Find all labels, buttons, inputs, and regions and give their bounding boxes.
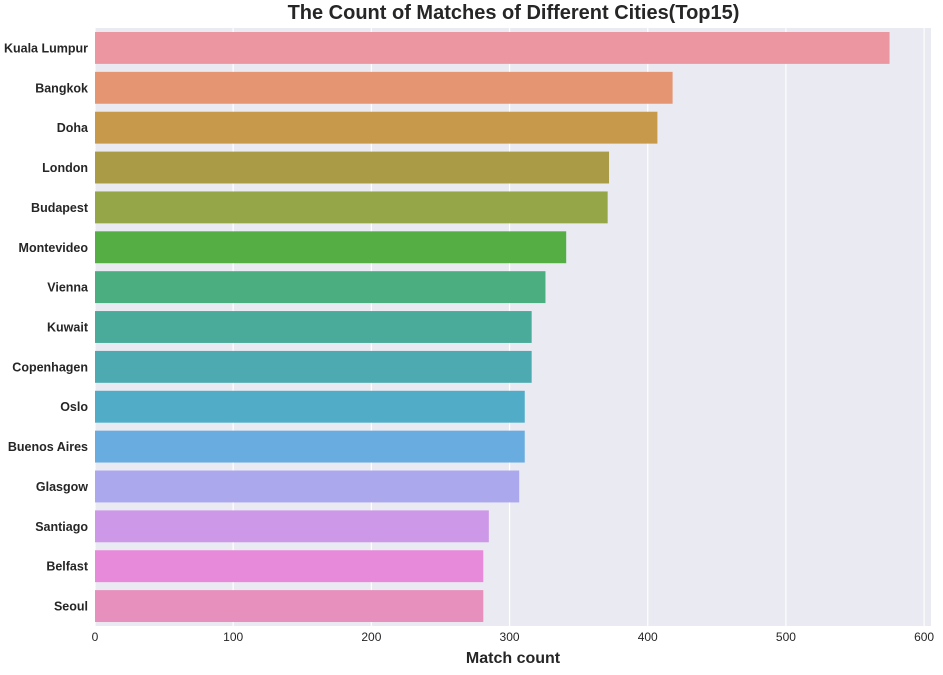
y-tick-label: Doha [57,121,89,135]
bar [95,231,567,264]
x-axis-label: Match count [465,650,561,667]
x-tick-label: 400 [638,630,658,644]
bar [95,71,673,104]
y-tick-label: London [42,161,88,175]
y-tick-label: Budapest [31,201,89,215]
y-tick-label: Seoul [54,600,88,614]
y-tick-label: Belfast [46,560,89,574]
bar [95,470,520,503]
chart-title: The Count of Matches of Different Cities… [287,2,740,24]
bar [95,550,484,583]
bar [95,430,525,463]
y-tick-label: Kuala Lumpur [4,41,88,55]
bar [95,390,525,423]
bar [95,590,484,623]
x-tick-label: 0 [92,630,99,644]
y-tick-label: Santiago [35,520,88,534]
x-tick-label: 300 [500,630,520,644]
x-tick-label: 200 [361,630,381,644]
bar [95,191,608,224]
bars [95,31,890,623]
bar [95,510,489,543]
y-tick-label: Copenhagen [12,360,88,374]
bar [95,350,532,383]
x-tick-label: 100 [223,630,243,644]
y-tick-label: Buenos Aires [8,440,88,454]
bar [95,271,546,304]
y-tick-label: Kuwait [47,321,89,335]
y-tick-label: Bangkok [35,81,88,95]
bar [95,311,532,343]
x-tick-label: 600 [914,630,934,644]
bar [95,31,890,64]
y-tick-label: Vienna [47,281,89,295]
x-tick-labels: 0 100 200 300 400 500 600 [92,630,935,644]
y-tick-labels: Kuala Lumpur Bangkok Doha London Budapest Mon… [4,41,89,613]
bar [95,111,658,144]
y-tick-label: Montevideo [19,241,89,255]
bar [95,151,610,184]
y-tick-label: Glasgow [36,480,88,494]
y-tick-label: Oslo [60,400,88,414]
x-tick-label: 500 [776,630,796,644]
